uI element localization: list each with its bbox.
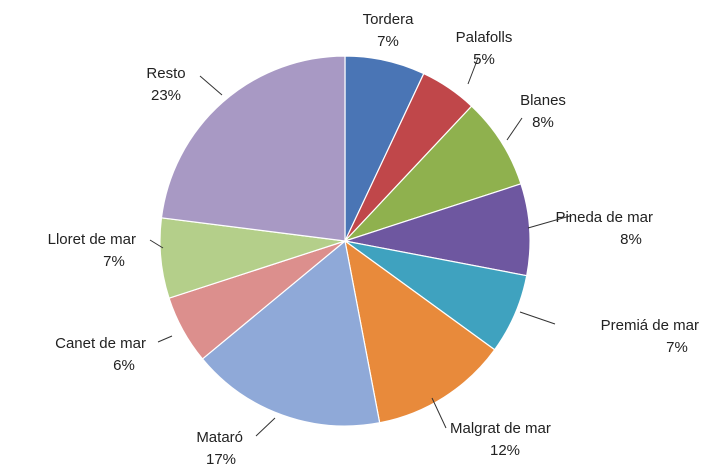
leader-line-blanes [506, 117, 523, 141]
leader-line-lloret-de-mar [149, 239, 164, 249]
slice-label-mataro: Mataró [196, 429, 243, 446]
slice-percent-lloret-de-mar: 7% [103, 253, 125, 270]
pie-slice-pineda-de-mar [344, 183, 531, 277]
slice-label-malgrat-de-mar: Malgrat de mar [450, 420, 551, 437]
slice-percent-mataro: 17% [206, 451, 236, 468]
slice-percent-premia-de-mar: 7% [666, 339, 688, 356]
pie-slice-malgrat-de-mar [344, 239, 496, 424]
pie-slice-blanes [344, 105, 522, 242]
pie-slice-resto [160, 55, 346, 242]
slice-percent-pineda-de-mar: 8% [620, 231, 642, 248]
leader-line-mataro [255, 417, 276, 437]
leader-line-canet-de-mar [157, 335, 173, 343]
leader-line-palafolls [467, 57, 479, 85]
slice-percent-palafolls: 5% [473, 51, 495, 68]
slices-layer [159, 55, 531, 427]
slice-percent-resto: 23% [151, 87, 181, 104]
leader-line-resto [199, 75, 223, 96]
slice-percent-malgrat-de-mar: 12% [490, 442, 520, 459]
leader-line-pineda-de-mar [527, 215, 571, 229]
slice-label-pineda-de-mar: Pineda de mar [555, 209, 653, 226]
slice-percent-canet-de-mar: 6% [113, 357, 135, 374]
labels-layer: Tordera 7% Palafolls 5% Blanes 8% Pineda de ma… [48, 11, 699, 468]
slice-label-tordera: Tordera [363, 11, 415, 28]
slice-label-premia-de-mar: Premiá de mar [601, 317, 699, 334]
leader-line-malgrat-de-mar [431, 397, 447, 429]
slice-label-blanes: Blanes [520, 92, 566, 109]
slice-label-palafolls: Palafolls [456, 29, 513, 46]
pie-slice-mataro [201, 239, 381, 427]
slice-percent-tordera: 7% [377, 33, 399, 50]
leader-lines-layer [149, 57, 571, 437]
slice-label-resto: Resto [146, 65, 185, 82]
slice-label-lloret-de-mar: Lloret de mar [48, 231, 136, 248]
leader-line-premia-de-mar [519, 311, 556, 325]
slice-label-canet-de-mar: Canet de mar [55, 335, 146, 352]
slice-percent-blanes: 8% [532, 114, 554, 131]
